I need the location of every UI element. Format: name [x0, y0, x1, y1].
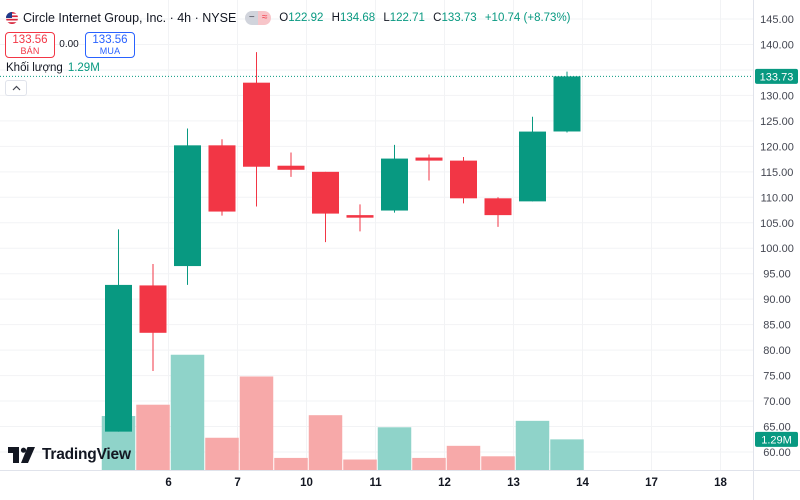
y-tick-label: 80.00: [763, 345, 791, 357]
candle-body: [208, 145, 236, 212]
x-tick-label: 11: [369, 477, 382, 489]
approx-icon[interactable]: ≈: [258, 11, 272, 25]
symbol-title[interactable]: Circle Internet Group, Inc. · 4h · NYSE: [23, 11, 237, 25]
y-tick-label: 75.00: [763, 371, 791, 383]
volume-bar: [308, 415, 343, 470]
open-label: O: [279, 12, 289, 24]
candle-body: [243, 82, 270, 167]
ohlc-values: O122.92 H134.68 L122.71 C133.73 +10.74 (…: [279, 12, 575, 24]
candle-body: [139, 285, 167, 333]
minus-icon[interactable]: −: [245, 11, 259, 25]
y-tick-label: 115.00: [761, 167, 794, 179]
volume-bar: [136, 404, 170, 470]
volume-label: Khối lượng: [6, 62, 63, 74]
candle-body: [450, 160, 477, 199]
x-tick-label: 7: [234, 477, 240, 489]
y-tick-label: 70.00: [763, 396, 791, 408]
y-tick-label: 90.00: [763, 294, 791, 306]
sell-button[interactable]: 133.56 BÁN: [5, 32, 55, 58]
y-tick-label: 120.00: [760, 141, 794, 153]
x-tick-label: 12: [438, 477, 451, 489]
last-volume-label: 1.29M: [761, 434, 792, 446]
x-tick-label: 6: [165, 477, 171, 489]
y-tick-label: 95.00: [763, 269, 791, 281]
buy-label: MUA: [99, 46, 121, 56]
y-tick-label: 130.00: [760, 90, 794, 102]
x-tick-label: 18: [714, 477, 727, 489]
chevron-up-icon: [12, 85, 20, 91]
candle-body: [484, 198, 512, 216]
volume-bar: [170, 354, 205, 470]
y-tick-label: 105.00: [760, 218, 794, 230]
volume-bar: [481, 456, 515, 470]
buy-button[interactable]: 133.56 MUA: [85, 32, 135, 58]
spread-value: 0.00: [59, 39, 79, 50]
tradingview-logo-text: TradingView: [42, 446, 131, 463]
chart-legend: Circle Internet Group, Inc. · 4h · NYSE …: [6, 9, 576, 27]
x-tick-label: 14: [576, 477, 589, 489]
high-value: 134.68: [339, 12, 376, 24]
y-tick-label: 100.00: [760, 243, 794, 255]
compare-toggle[interactable]: − ≈: [245, 11, 272, 25]
x-tick-label: 17: [645, 477, 658, 489]
last-price-label: 133.73: [760, 71, 794, 83]
candle-body: [415, 157, 443, 161]
us-flag-icon: [6, 12, 18, 24]
volume-value: 1.29M: [67, 62, 100, 74]
y-tick-label: 60.00: [763, 447, 791, 459]
y-tick-label: 140.00: [760, 39, 794, 51]
candle-body: [346, 215, 374, 218]
last-price-badge: [755, 68, 798, 84]
y-tick-label: 145.00: [760, 14, 794, 26]
tradingview-logo-icon: [8, 447, 35, 463]
change-value: +10.74 (+8.73%): [484, 12, 571, 24]
candle-body: [553, 76, 581, 132]
volume-bar: [412, 457, 446, 470]
sell-price: 133.56: [12, 34, 48, 46]
low-value: 122.71: [389, 12, 425, 24]
candle-body: [277, 165, 305, 170]
sell-label: BÁN: [20, 46, 40, 56]
open-value: 122.92: [288, 12, 324, 24]
close-label: C: [433, 12, 442, 24]
volume-bar: [446, 445, 481, 470]
tradingview-logo[interactable]: TradingView: [8, 445, 131, 465]
x-tick-label: 10: [300, 477, 313, 489]
volume-bar: [239, 376, 274, 470]
collapse-legend-button[interactable]: [5, 80, 27, 96]
y-tick-label: 85.00: [763, 320, 791, 332]
low-label: L: [383, 12, 390, 24]
x-tick-label: 13: [507, 477, 520, 489]
close-value: 133.73: [441, 12, 477, 24]
volume-bar: [515, 420, 550, 470]
volume-legend: Khối lượng 1.29M: [6, 62, 100, 74]
buy-price: 133.56: [92, 34, 128, 46]
volume-bar: [377, 427, 412, 470]
volume-bar: [274, 457, 308, 470]
candle-body: [381, 158, 408, 211]
y-tick-label: 110.00: [761, 192, 794, 204]
volume-bar: [343, 459, 377, 470]
candle-body: [519, 131, 546, 202]
volume-bar: [550, 439, 584, 470]
candle-body: [105, 284, 132, 432]
high-label: H: [331, 12, 340, 24]
last-volume-badge: [755, 431, 798, 447]
candle-body: [174, 145, 201, 267]
y-tick-label: 65.00: [763, 422, 791, 434]
candle-body: [312, 171, 339, 214]
volume-bar: [205, 437, 239, 470]
y-tick-label: 125.00: [760, 116, 794, 128]
